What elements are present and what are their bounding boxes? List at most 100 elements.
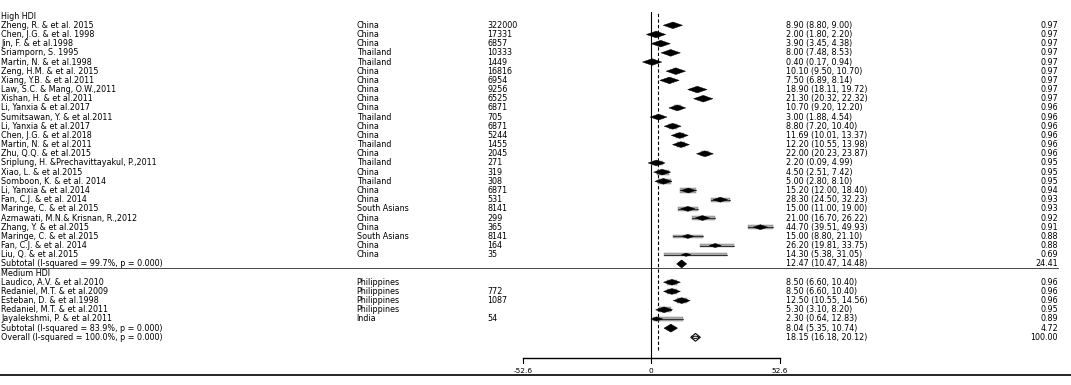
Text: Esteban, D. & et al.1998: Esteban, D. & et al.1998 [1, 296, 99, 305]
Text: 4.72: 4.72 [1040, 324, 1058, 333]
Polygon shape [688, 86, 707, 93]
Text: China: China [357, 94, 379, 103]
Polygon shape [651, 317, 663, 321]
Text: 0.96: 0.96 [1041, 104, 1058, 112]
Text: China: China [357, 250, 379, 259]
Text: 8.50 (6.60, 10.40): 8.50 (6.60, 10.40) [786, 287, 857, 296]
Circle shape [693, 336, 698, 338]
Text: Chen, J.G. & et al.2018: Chen, J.G. & et al.2018 [1, 131, 92, 140]
Text: 0.97: 0.97 [1040, 21, 1058, 30]
Text: 10333: 10333 [487, 49, 512, 57]
Polygon shape [650, 114, 667, 120]
Text: 8141: 8141 [487, 204, 508, 213]
Polygon shape [666, 68, 685, 75]
Text: 8.90 (8.80, 9.00): 8.90 (8.80, 9.00) [786, 21, 853, 30]
Text: China: China [357, 39, 379, 48]
Polygon shape [668, 105, 685, 111]
Text: Sriamporn, S. 1995: Sriamporn, S. 1995 [1, 49, 78, 57]
Bar [667, 289, 677, 294]
Polygon shape [677, 260, 687, 268]
Bar [668, 124, 677, 129]
Text: 319: 319 [487, 167, 502, 177]
Text: Somboon, K. & et al. 2014: Somboon, K. & et al. 2014 [1, 177, 106, 186]
Text: Philippines: Philippines [357, 305, 399, 314]
Polygon shape [673, 142, 690, 147]
Polygon shape [672, 132, 689, 138]
Bar [699, 244, 734, 247]
Text: 0.88: 0.88 [1041, 232, 1058, 241]
Text: Thailand: Thailand [357, 112, 391, 122]
Text: China: China [357, 30, 379, 39]
Text: 2045: 2045 [487, 149, 508, 158]
Text: 5244: 5244 [487, 131, 508, 140]
Text: 531: 531 [487, 195, 502, 204]
Polygon shape [753, 225, 768, 230]
Bar [658, 179, 670, 184]
Text: 28.30 (24.50, 32.23): 28.30 (24.50, 32.23) [786, 195, 868, 204]
Text: Laudico, A.V. & et al.2010: Laudico, A.V. & et al.2010 [1, 278, 104, 287]
Text: 0.96: 0.96 [1041, 149, 1058, 158]
Text: 308: 308 [487, 177, 502, 186]
Bar [667, 280, 677, 285]
Text: 0.96: 0.96 [1041, 278, 1058, 287]
Text: 16816: 16816 [487, 67, 512, 76]
Polygon shape [681, 188, 695, 193]
Text: Xiang, Y.B. & et al.2011: Xiang, Y.B. & et al.2011 [1, 76, 94, 85]
Bar [711, 198, 730, 202]
Text: 0.97: 0.97 [1040, 57, 1058, 67]
Text: 18.90 (18.11, 19.72): 18.90 (18.11, 19.72) [786, 85, 868, 94]
Text: -52.6: -52.6 [513, 368, 532, 374]
Text: China: China [357, 67, 379, 76]
Text: 0.96: 0.96 [1041, 112, 1058, 122]
Text: 24.41: 24.41 [1036, 259, 1058, 268]
Text: 6857: 6857 [487, 39, 508, 48]
Text: Law, S.C. & Mang, O.W.,2011: Law, S.C. & Mang, O.W.,2011 [1, 85, 116, 94]
Text: 17331: 17331 [487, 30, 512, 39]
Text: Li, Yanxia & et al.2014: Li, Yanxia & et al.2014 [1, 186, 90, 195]
Text: 0.89: 0.89 [1041, 315, 1058, 323]
Text: China: China [357, 167, 379, 177]
Text: 6871: 6871 [487, 186, 508, 195]
Bar [651, 59, 653, 65]
Bar [669, 50, 672, 55]
Bar [660, 41, 662, 47]
Text: 164: 164 [487, 241, 502, 250]
Text: 21.30 (20.32, 22.32): 21.30 (20.32, 22.32) [786, 94, 868, 103]
Polygon shape [664, 123, 681, 129]
Polygon shape [647, 31, 666, 38]
Text: Philippines: Philippines [357, 287, 399, 296]
Text: 2.00 (1.80, 2.20): 2.00 (1.80, 2.20) [786, 30, 853, 39]
Text: China: China [357, 241, 379, 250]
Text: High HDI: High HDI [1, 12, 36, 21]
Text: 52.6: 52.6 [771, 368, 788, 374]
Text: 0: 0 [649, 368, 653, 374]
Text: 0.97: 0.97 [1040, 85, 1058, 94]
Text: Medium HDI: Medium HDI [1, 269, 50, 278]
Text: 0.97: 0.97 [1040, 94, 1058, 103]
Text: Jin, F. & et al.1998: Jin, F. & et al.1998 [1, 39, 73, 48]
Text: Thailand: Thailand [357, 177, 391, 186]
Text: Maringe, C. & et al.2015: Maringe, C. & et al.2015 [1, 204, 99, 213]
Text: Maringe, C. & et al.2015: Maringe, C. & et al.2015 [1, 232, 99, 241]
Text: Fan, C.J. & et al. 2014: Fan, C.J. & et al. 2014 [1, 195, 87, 204]
Text: China: China [357, 85, 379, 94]
Text: 6871: 6871 [487, 122, 508, 131]
Text: Li, Yanxia & et al.2017: Li, Yanxia & et al.2017 [1, 122, 90, 131]
Text: 12.20 (10.55, 13.98): 12.20 (10.55, 13.98) [786, 140, 868, 149]
Text: Subtotal (I-squared = 83.9%, p = 0.000): Subtotal (I-squared = 83.9%, p = 0.000) [1, 324, 163, 333]
Bar [677, 142, 685, 147]
Text: 6871: 6871 [487, 104, 508, 112]
Text: 0.40 (0.17, 0.94): 0.40 (0.17, 0.94) [786, 57, 853, 67]
Text: 10.10 (9.50, 10.70): 10.10 (9.50, 10.70) [786, 67, 862, 76]
Bar [668, 78, 672, 83]
Polygon shape [651, 40, 670, 47]
Bar [655, 32, 657, 37]
Text: Martin, N. & et al.2011: Martin, N. & et al.2011 [1, 140, 92, 149]
Text: 0.95: 0.95 [1040, 305, 1058, 314]
Text: China: China [357, 76, 379, 85]
Text: 0.97: 0.97 [1040, 49, 1058, 57]
Text: 1087: 1087 [487, 296, 508, 305]
Bar [692, 216, 715, 220]
Text: China: China [357, 104, 379, 112]
Text: Thailand: Thailand [357, 57, 391, 67]
